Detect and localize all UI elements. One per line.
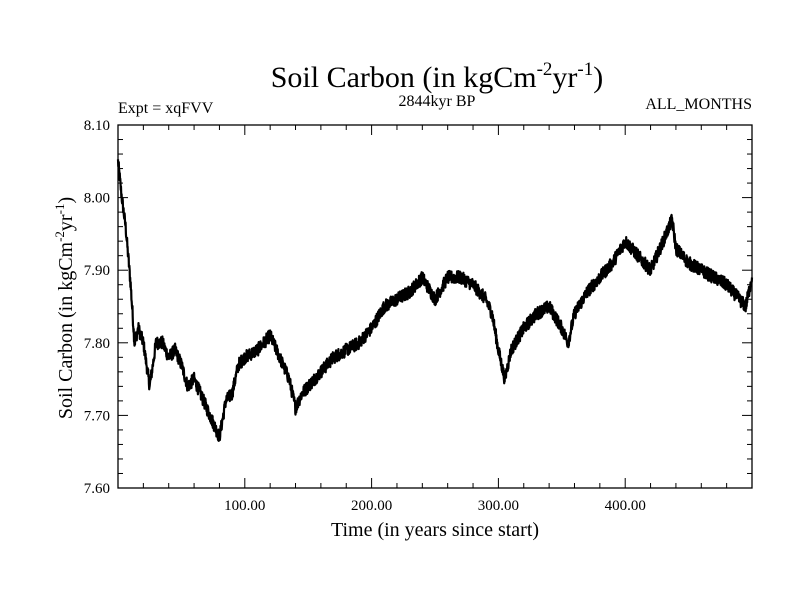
y-tick-label: 7.60: [84, 481, 110, 497]
plot-frame: [117, 124, 753, 489]
y-tick-label: 7.80: [84, 336, 110, 352]
x-tick-label: 100.00: [224, 498, 265, 514]
x-axis-label: Time (in years since start): [331, 519, 539, 541]
chart-title: Soil Carbon (in kgCm-2yr-1): [271, 59, 604, 94]
y-tick-label: 8.10: [84, 118, 110, 134]
y-tick-label: 8.00: [84, 191, 110, 207]
period-label: 2844kyr BP: [399, 93, 476, 110]
y-axis-label: Soil Carbon (in kgCm-2yr-1): [52, 197, 77, 419]
x-tick-label: 200.00: [351, 498, 392, 514]
series-line-soil-carbon: [116, 159, 754, 442]
y-tick-labels: 7.60 7.70 7.80 7.90 8.00 8.10: [84, 118, 110, 497]
y-tick-label: 7.70: [84, 408, 110, 424]
x-tick-label: 400.00: [605, 498, 646, 514]
experiment-label: Expt = xqFVV: [118, 100, 214, 117]
axis-ticks: [118, 125, 752, 488]
x-tick-label: 300.00: [478, 498, 519, 514]
months-label: ALL_MONTHS: [645, 96, 752, 113]
x-tick-labels: 100.00 200.00 300.00 400.00: [224, 498, 646, 514]
y-tick-label: 7.90: [84, 263, 110, 279]
